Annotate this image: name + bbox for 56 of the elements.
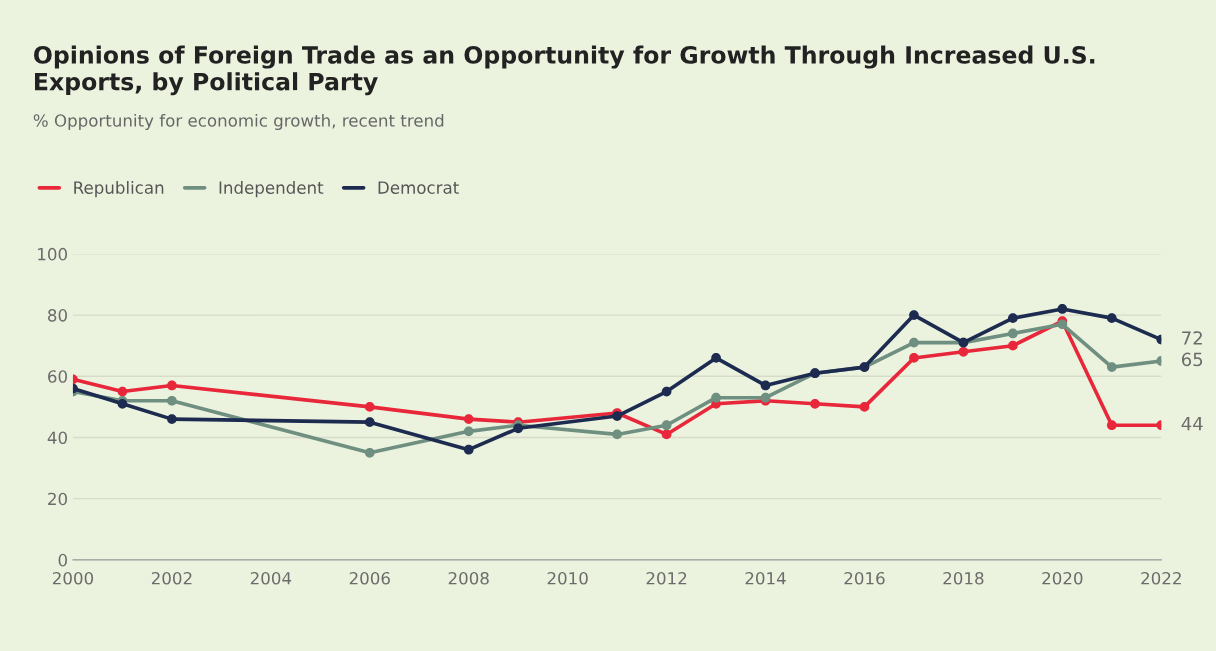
point bbox=[909, 310, 919, 320]
point bbox=[117, 386, 128, 397]
point bbox=[463, 444, 474, 455]
point bbox=[810, 398, 820, 409]
point bbox=[167, 395, 177, 406]
y-tick-label: 60 bbox=[48, 370, 67, 383]
point bbox=[1008, 340, 1018, 351]
x-tick-label: 2016 bbox=[844, 571, 885, 585]
point bbox=[661, 420, 672, 431]
point bbox=[167, 380, 177, 391]
chart-subtitle: % Opportunity for economic growth, recent trend bbox=[33, 113, 444, 131]
point bbox=[1106, 362, 1117, 372]
data-label: 44 bbox=[1181, 417, 1203, 431]
legend-label: Democrat bbox=[378, 181, 459, 194]
y-tick-label: 100 bbox=[38, 247, 67, 261]
point bbox=[364, 402, 375, 412]
legend-label: Independent bbox=[219, 181, 324, 198]
point bbox=[958, 346, 969, 357]
point bbox=[1106, 420, 1117, 431]
x-tick-label: 2022 bbox=[1141, 571, 1181, 585]
data-label: 65 bbox=[1181, 352, 1203, 367]
x-tick-label: 2018 bbox=[943, 571, 984, 585]
x-tick-label: 2012 bbox=[646, 571, 687, 585]
x-tick-label: 2002 bbox=[151, 571, 192, 585]
point bbox=[760, 380, 771, 391]
point bbox=[711, 353, 721, 363]
x-tick-label: 2000 bbox=[52, 571, 94, 585]
y-tick-label: 0 bbox=[58, 553, 67, 567]
point bbox=[463, 414, 474, 424]
x-tick-label: 2006 bbox=[349, 571, 390, 585]
x-tick-label: 2008 bbox=[448, 571, 489, 585]
point bbox=[167, 414, 177, 424]
point bbox=[1057, 304, 1068, 314]
y-tick-label: 20 bbox=[48, 492, 67, 506]
x-tick-label: 2014 bbox=[745, 571, 786, 585]
data-label: 72 bbox=[1182, 331, 1202, 345]
x-tick-label: 2010 bbox=[547, 571, 588, 585]
point bbox=[661, 429, 672, 440]
y-tick-label: 80 bbox=[48, 309, 67, 322]
point bbox=[909, 337, 919, 348]
point bbox=[1008, 328, 1018, 339]
point bbox=[859, 402, 870, 412]
point bbox=[661, 386, 672, 397]
point bbox=[1008, 313, 1018, 323]
legend-label: Republican bbox=[74, 181, 164, 198]
point bbox=[612, 429, 622, 440]
x-tick-label: 2020 bbox=[1042, 571, 1083, 585]
point bbox=[1106, 313, 1117, 323]
chart-title: Opinions of Foreign Trade as an Opportunity for Growth Through Increased U.S. Exports, by Political Party bbox=[34, 45, 1095, 96]
x-tick-label: 2004 bbox=[250, 571, 292, 585]
point bbox=[463, 426, 474, 437]
point bbox=[364, 447, 375, 458]
y-tick-label: 40 bbox=[47, 431, 67, 445]
point bbox=[909, 353, 919, 363]
point bbox=[711, 392, 721, 403]
point bbox=[364, 417, 375, 428]
